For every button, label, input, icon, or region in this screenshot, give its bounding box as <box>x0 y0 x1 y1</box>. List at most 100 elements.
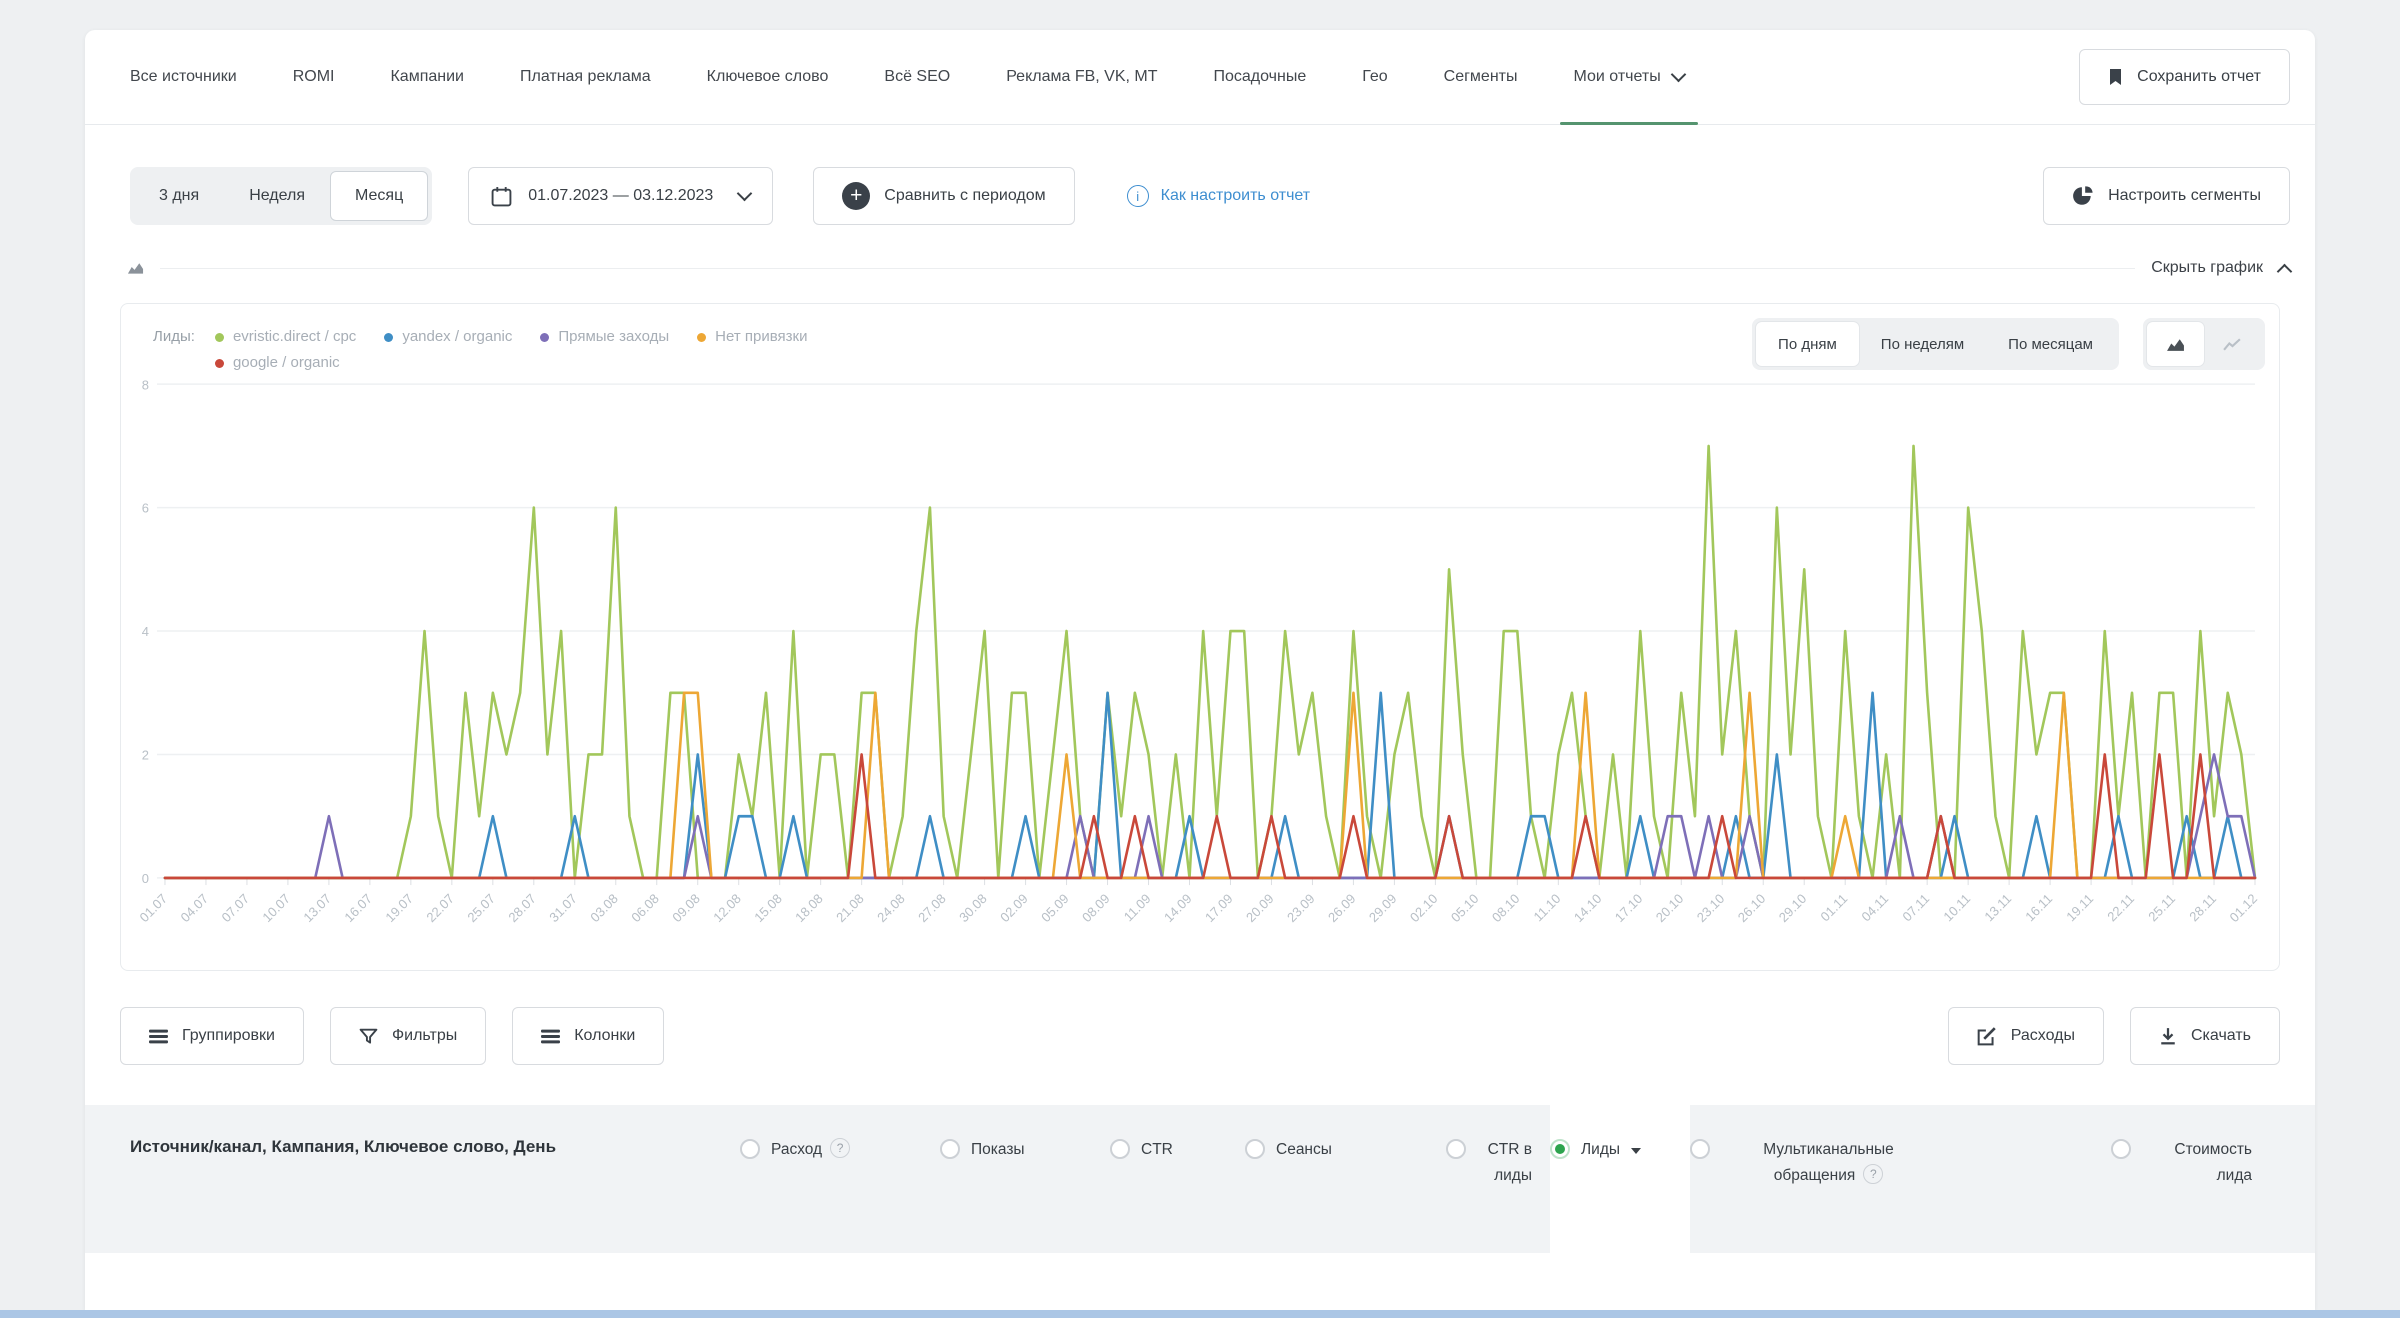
legend-item[interactable]: Нет привязки <box>697 326 807 348</box>
column-header-item[interactable]: Показы <box>940 1105 1110 1253</box>
bookmark-icon <box>2108 68 2123 86</box>
line-chart-type-button[interactable] <box>2204 322 2261 366</box>
tab-label: Ключевое слово <box>707 68 829 86</box>
bottom-strip <box>0 1310 2400 1318</box>
help-icon[interactable] <box>830 1138 850 1158</box>
column-header-item[interactable]: Расход <box>740 1105 940 1253</box>
compare-period-button[interactable]: Сравнить с периодом <box>813 167 1074 225</box>
period-option[interactable]: По неделям <box>1859 322 1986 366</box>
radio-icon[interactable] <box>1245 1139 1265 1159</box>
radio-icon[interactable] <box>940 1139 960 1159</box>
tab-item[interactable]: Все источники <box>130 30 237 124</box>
controls-row: 3 дняНеделяМесяц 01.07.2023 — 03.12.2023… <box>130 167 2290 225</box>
legend-rows: evristic.direct / cpc yandex / organic Пря… <box>215 326 808 374</box>
svg-text:03.08: 03.08 <box>587 891 620 925</box>
svg-text:10.07: 10.07 <box>260 891 293 925</box>
svg-text:08.10: 08.10 <box>1489 891 1522 925</box>
range-option[interactable]: 3 дня <box>134 171 224 221</box>
svg-text:25.11: 25.11 <box>2145 891 2178 925</box>
column-header-item[interactable]: Сеансы <box>1245 1105 1405 1253</box>
groupings-label: Группировки <box>182 1027 275 1045</box>
column-header-item[interactable]: Мультиканальные обращения <box>1690 1105 1970 1253</box>
radio-selected-icon[interactable] <box>1550 1139 1570 1159</box>
radio-icon[interactable] <box>2111 1139 2131 1159</box>
tab-item[interactable]: ROMI <box>293 30 335 124</box>
tab-item[interactable]: Ключевое слово <box>707 30 829 124</box>
configure-segments-button[interactable]: Настроить сегменты <box>2043 167 2290 225</box>
tab-item[interactable]: Всё SEO <box>884 30 950 124</box>
area-chart-icon <box>127 261 144 275</box>
edit-pencil-icon <box>1977 1026 1997 1046</box>
tab-label: Гео <box>1362 68 1387 86</box>
column-header-item[interactable]: CTR в лиды <box>1405 1105 1550 1253</box>
save-report-button[interactable]: Сохранить отчет <box>2079 49 2290 105</box>
area-chart-type-button[interactable] <box>2147 322 2204 366</box>
svg-text:22.11: 22.11 <box>2104 891 2137 925</box>
svg-text:22.07: 22.07 <box>423 891 456 925</box>
legend-item[interactable]: evristic.direct / cpc <box>215 326 356 348</box>
table-header-row: Источник/канал, Кампания, Ключевое слово… <box>85 1105 2315 1253</box>
save-report-label: Сохранить отчет <box>2137 68 2261 86</box>
range-option[interactable]: Неделя <box>224 171 330 221</box>
svg-text:18.08: 18.08 <box>792 891 825 925</box>
date-range-picker[interactable]: 01.07.2023 — 03.12.2023 <box>468 167 773 225</box>
download-button[interactable]: Скачать <box>2130 1007 2280 1065</box>
compare-period-label: Сравнить с периодом <box>884 187 1045 205</box>
filters-button[interactable]: Фильтры <box>330 1007 486 1065</box>
tab-label: Платная реклама <box>520 68 651 86</box>
radio-icon[interactable] <box>1446 1139 1466 1159</box>
legend-metric-label: Лиды: <box>153 326 195 348</box>
column-header-item[interactable]: CTR <box>1110 1105 1245 1253</box>
period-option[interactable]: По месяцам <box>1986 322 2115 366</box>
tab-item[interactable]: Гео <box>1362 30 1387 124</box>
column-header-label: CTR <box>1141 1137 1173 1163</box>
report-card: Все источники ROMI Кампании Платная реклама… <box>85 30 2315 1310</box>
expenses-button[interactable]: Расходы <box>1948 1007 2104 1065</box>
svg-text:07.07: 07.07 <box>219 891 252 925</box>
legend-dot-icon <box>215 359 224 368</box>
table-toolbar: Группировки Фильтры Колонки Расходы Ска <box>120 1007 2280 1065</box>
radio-icon[interactable] <box>1690 1139 1710 1159</box>
svg-text:16.11: 16.11 <box>2022 891 2055 925</box>
svg-text:2: 2 <box>142 747 149 762</box>
hide-chart-label[interactable]: Скрыть график <box>2151 259 2263 277</box>
dropdown-caret-icon[interactable] <box>1631 1148 1641 1154</box>
svg-text:10.11: 10.11 <box>1940 891 1973 925</box>
period-toggle: По днямПо неделямПо месяцам <box>1752 318 2119 370</box>
tab-item[interactable]: Сегменты <box>1444 30 1518 124</box>
legend-item[interactable]: yandex / organic <box>384 326 512 348</box>
column-header-selected[interactable]: Лиды <box>1550 1105 1690 1253</box>
tab-item[interactable]: Посадочные <box>1214 30 1307 124</box>
svg-text:11.10: 11.10 <box>1531 891 1564 925</box>
chevron-up-icon[interactable] <box>2277 263 2293 279</box>
svg-text:04.07: 04.07 <box>178 891 211 925</box>
svg-text:13.07: 13.07 <box>301 891 334 925</box>
period-option[interactable]: По дням <box>1756 322 1859 366</box>
legend-dot-icon <box>384 333 393 342</box>
date-range-value: 01.07.2023 — 03.12.2023 <box>528 187 713 205</box>
svg-text:09.08: 09.08 <box>669 891 702 925</box>
svg-text:11.09: 11.09 <box>1121 891 1154 925</box>
radio-icon[interactable] <box>740 1139 760 1159</box>
svg-text:30.08: 30.08 <box>956 891 989 925</box>
help-icon[interactable] <box>1863 1164 1883 1184</box>
legend-item[interactable]: Прямые заходы <box>540 326 669 348</box>
column-header-item[interactable]: Стоимость лида <box>1970 1105 2315 1253</box>
tab-item[interactable]: Платная реклама <box>520 30 651 124</box>
svg-text:17.09: 17.09 <box>1202 891 1235 925</box>
rows-icon <box>149 1029 168 1044</box>
tab-item[interactable]: Реклама FB, VK, MT <box>1006 30 1157 124</box>
pie-chart-icon <box>2072 185 2094 207</box>
legend-item[interactable]: google / organic <box>215 352 340 374</box>
range-option[interactable]: Месяц <box>330 171 428 221</box>
tab-item[interactable]: Кампании <box>390 30 464 124</box>
groupings-button[interactable]: Группировки <box>120 1007 304 1065</box>
tab-active[interactable]: Мои отчеты <box>1574 30 1684 124</box>
chevron-down-icon <box>737 186 753 202</box>
how-to-configure-link[interactable]: Как настроить отчет <box>1127 185 1310 207</box>
svg-text:16.07: 16.07 <box>342 891 375 925</box>
svg-text:19.07: 19.07 <box>383 891 416 925</box>
radio-icon[interactable] <box>1110 1139 1130 1159</box>
columns-button[interactable]: Колонки <box>512 1007 664 1065</box>
legend-dot-icon <box>215 333 224 342</box>
